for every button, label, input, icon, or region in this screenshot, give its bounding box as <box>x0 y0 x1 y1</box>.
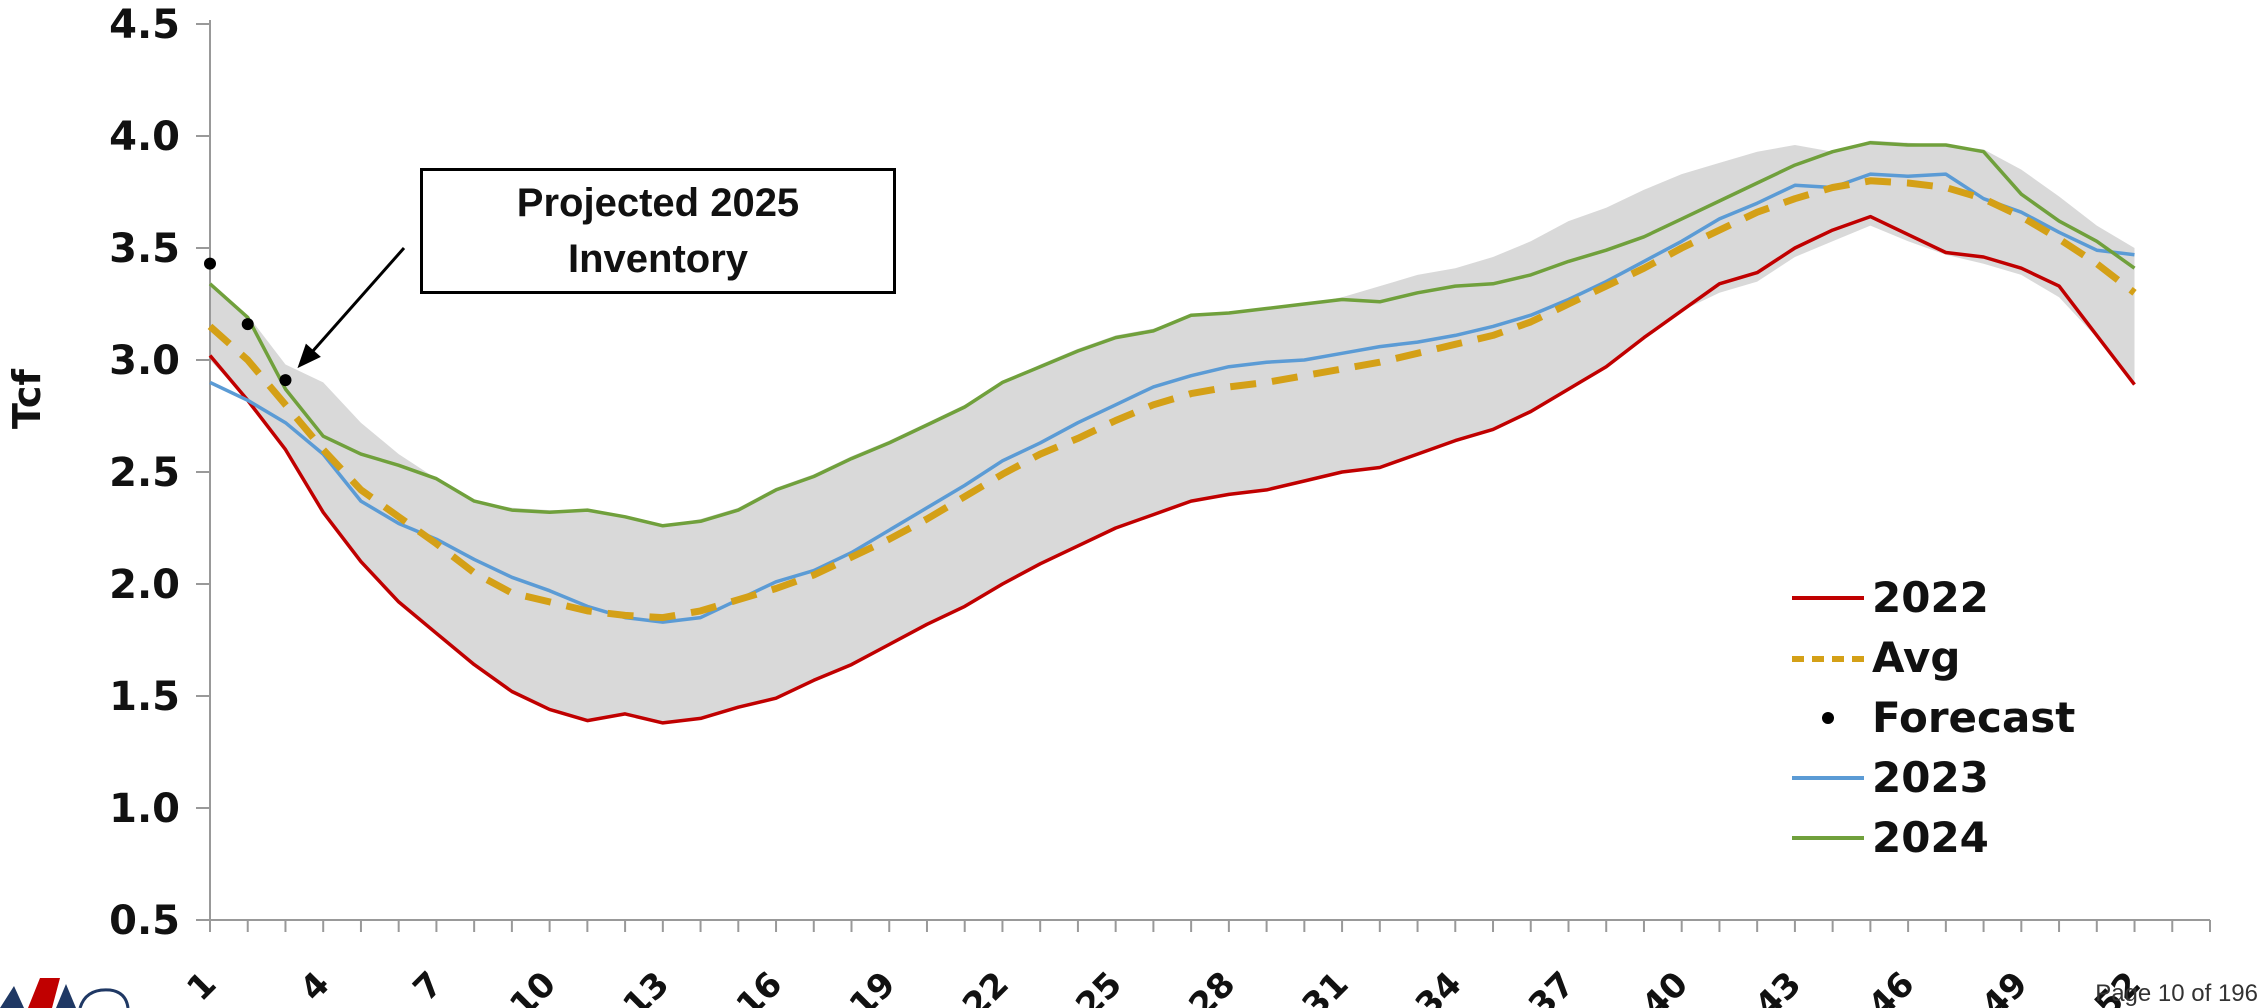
legend-item-avg: Avg <box>1792 628 2092 688</box>
x-tick-label: 1 <box>179 964 224 1008</box>
x-tick-label: 13 <box>615 964 677 1008</box>
x-tick-label: 49 <box>1974 964 2036 1008</box>
series-forecast-point <box>241 318 254 331</box>
logo-icon <box>0 978 130 1008</box>
annotation-line-2: Inventory <box>567 237 749 281</box>
series-2023-line <box>209 172 2135 624</box>
legend-swatch <box>1792 776 1864 780</box>
legend-swatch <box>1822 712 1834 724</box>
series-2022-line <box>208 214 2136 725</box>
series-2024-line <box>208 140 2136 528</box>
y-tick-label: 2.5 <box>109 450 180 496</box>
series-avg-line <box>207 177 2137 622</box>
x-tick-label: 16 <box>729 964 791 1008</box>
legend-swatch <box>1792 836 1864 840</box>
legend-label: 2024 <box>1872 813 1989 862</box>
annotation-callout-box: Projected 2025 Inventory <box>420 168 896 294</box>
x-tick-label: 34 <box>1408 964 1470 1008</box>
y-tick-label: 1.0 <box>109 786 180 832</box>
legend-label: 2022 <box>1872 573 1989 622</box>
range-band-layer <box>210 140 2135 723</box>
chart-legend: 2022 Avg Forecast 2023 2024 <box>1792 568 2092 868</box>
x-tick-label: 28 <box>1181 964 1243 1008</box>
legend-swatch <box>1792 596 1864 600</box>
y-tick-label: 2.0 <box>109 562 180 608</box>
x-tick-label: 10 <box>502 964 564 1008</box>
x-tick-label: 4 <box>293 964 338 1008</box>
y-tick-label: 1.5 <box>109 674 180 720</box>
x-tick-label: 22 <box>955 964 1017 1008</box>
legend-item-2024: 2024 <box>1792 808 2092 868</box>
legend-label: Avg <box>1872 633 1961 682</box>
annotation-arrow-head <box>297 343 321 369</box>
legend-label: 2023 <box>1872 753 1989 802</box>
y-tick-label: 3.5 <box>109 226 180 272</box>
x-tick-label: 37 <box>1521 964 1583 1008</box>
legend-swatch <box>1792 656 1864 662</box>
series-layer <box>204 140 2137 725</box>
legend-item-forecast: Forecast <box>1792 688 2092 748</box>
annotation-arrow-layer <box>297 247 406 369</box>
x-tick-label: 40 <box>1634 964 1696 1008</box>
x-tick-label: 46 <box>1861 964 1923 1008</box>
series-forecast-point <box>204 257 216 270</box>
x-tick-label: 31 <box>1295 964 1357 1008</box>
x-tick-label: 43 <box>1748 964 1810 1008</box>
y-tick-label: 4.5 <box>109 2 180 48</box>
legend-item-2022: 2022 <box>1792 568 2092 628</box>
page-number: Page 10 of 196 <box>2095 980 2258 1007</box>
x-tick-label: 19 <box>842 964 904 1008</box>
range-band <box>210 140 2135 723</box>
legend-label: Forecast <box>1872 693 2076 742</box>
legend-item-2023: 2023 <box>1792 748 2092 808</box>
x-tick-label: 25 <box>1068 964 1130 1008</box>
x-tick-label: 7 <box>406 964 451 1008</box>
y-tick-label: 3.0 <box>109 338 180 384</box>
y-tick-label: 4.0 <box>109 114 180 160</box>
annotation-line-1: Projected 2025 <box>516 181 800 225</box>
y-axis-title: Tcf <box>5 369 49 429</box>
annotation-arrow-line <box>306 247 406 359</box>
series-forecast-point <box>279 374 292 387</box>
y-tick-label: 0.5 <box>109 898 180 944</box>
